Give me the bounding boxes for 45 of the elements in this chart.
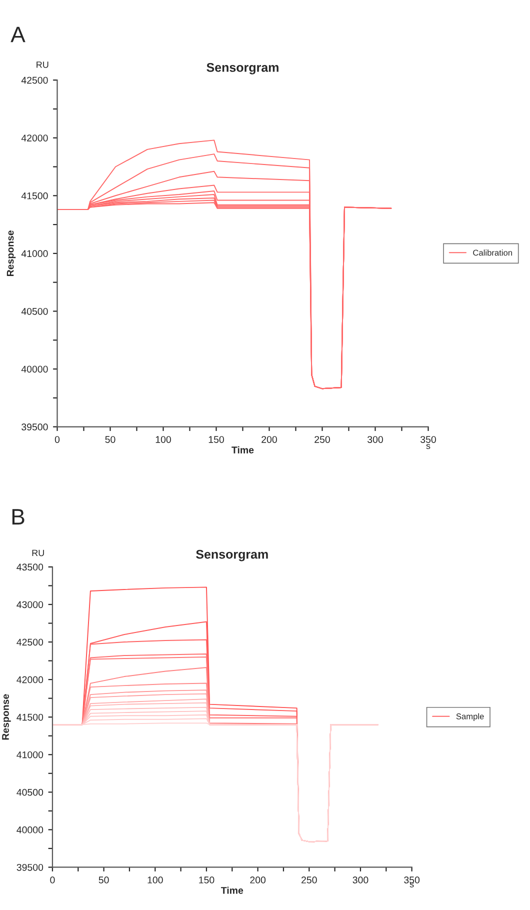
y-tick-label: 42000 [21,134,48,142]
y-tick-label: 41500 [16,714,44,721]
y-tick-label: 41000 [16,751,44,758]
chart-title: Sensorgram [196,550,268,562]
x-tick-label: 350 [420,436,436,443]
x-tick-label: 300 [352,876,368,884]
text: A [10,26,26,42]
y-tick-label: 41500 [21,192,48,200]
x-tick-label: 350 [404,876,420,884]
x-tick-label: 250 [302,876,317,884]
x-tick-label: 150 [199,876,214,884]
x-tick-label: 0 [50,876,55,884]
y-tick-label: 42500 [16,638,44,646]
x-tick-label: 0 [54,436,60,443]
text: B [12,509,24,524]
x-tick-label: 100 [156,436,171,443]
y-tick-label: 42000 [16,676,44,684]
y-tick-label: 43000 [16,601,44,608]
chart-title: Sensorgram [206,63,278,74]
x-tick-label: 300 [368,436,383,443]
y-tick-label: 40000 [16,826,44,834]
x-tick-label: 200 [250,876,266,884]
text: RU [32,550,44,556]
x-tick-label: 50 [98,876,109,884]
y-tick-label: 43500 [16,564,44,571]
x-tick-label: 50 [105,436,116,443]
y-axis-title: Response [2,694,11,740]
legend-label: Sample [456,713,484,721]
y-tick-label: 40500 [16,788,44,796]
x-axis-title: Time [220,886,244,894]
legend-label: Calibration [473,250,512,256]
y-tick-label: 42500 [21,76,48,84]
y-tick-label: 40000 [21,366,48,373]
x-tick-label: 150 [208,436,224,443]
x-tick-label: 250 [314,436,330,443]
y-tick-label: 40500 [21,308,48,315]
y-tick-label: 39500 [22,424,48,430]
text: RU [36,62,48,68]
x-tick-label: 200 [262,436,277,443]
y-tick-label: 39500 [16,864,44,871]
x-axis-title: Time [232,446,254,454]
y-axis-title: Response [6,230,16,276]
text: s [426,444,430,450]
y-tick-label: 41000 [21,250,48,258]
x-tick-label: 100 [148,876,163,884]
